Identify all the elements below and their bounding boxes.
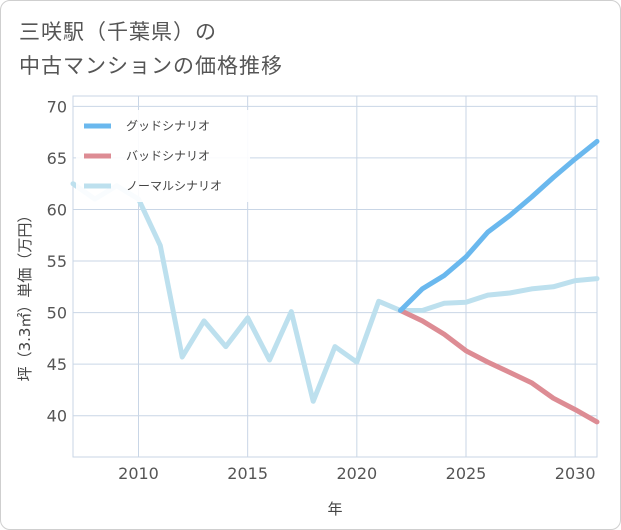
series-line-0: [398, 138, 600, 313]
x-tick-label: 2030: [555, 464, 596, 483]
legend-label: ノーマルシナリオ: [126, 179, 222, 193]
chart-title: 三咲駅（千葉県）の 中古マンションの価格推移: [19, 15, 283, 83]
y-tick-label: 40: [47, 407, 67, 426]
x-tick-label: 2025: [446, 464, 487, 483]
legend-label: グッドシナリオ: [126, 119, 210, 133]
series-lines: [70, 138, 600, 425]
y-tick-label: 65: [47, 149, 67, 168]
y-tick-label: 50: [47, 304, 67, 323]
y-axis-ticks: 40 45 50 55 60 65 70: [47, 97, 67, 425]
x-tick-label: 2020: [336, 464, 377, 483]
y-tick-label: 45: [47, 355, 67, 374]
y-tick-label: 70: [47, 97, 67, 116]
chart-title-line-1: 三咲駅（千葉県）の: [19, 20, 217, 44]
legend-label: バッドシナリオ: [126, 149, 210, 163]
chart-title-line-2: 中古マンションの価格推移: [19, 54, 283, 78]
y-tick-label: 55: [47, 252, 67, 271]
y-tick-label: 60: [47, 200, 67, 219]
x-tick-label: 2010: [118, 464, 159, 483]
x-axis-label: 年: [327, 500, 342, 518]
y-axis-label: 坪（3.3㎡）単価（万円）: [16, 208, 34, 382]
x-tick-label: 2015: [227, 464, 268, 483]
series-line-1: [398, 308, 600, 425]
x-axis-ticks: 2010 2015 2020 2025 2030: [118, 464, 595, 483]
series-line-2: [70, 181, 600, 404]
